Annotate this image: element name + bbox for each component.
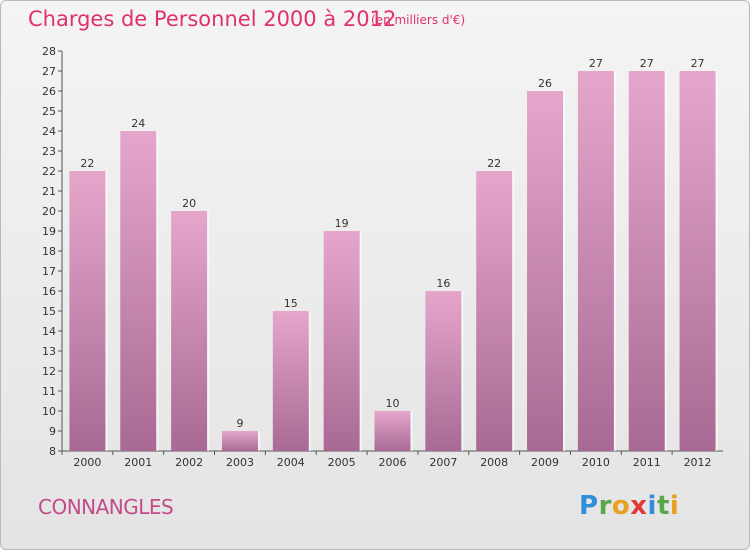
logo-letter: r — [598, 491, 612, 521]
logo-letter: o — [611, 491, 631, 521]
bar — [171, 211, 208, 451]
bar — [374, 411, 411, 451]
y-tick-label: 8 — [49, 445, 56, 458]
y-tick-label: 23 — [42, 145, 56, 158]
y-tick-label: 28 — [42, 45, 56, 58]
bar-value-label: 16 — [436, 277, 450, 290]
bar-value-label: 24 — [131, 117, 145, 130]
y-tick-label: 17 — [42, 265, 56, 278]
x-tick-label: 2006 — [379, 456, 407, 469]
y-tick-label: 13 — [42, 345, 56, 358]
bar — [69, 171, 106, 451]
y-tick-label: 20 — [42, 205, 56, 218]
y-tick-label: 14 — [42, 325, 56, 338]
y-tick-label: 15 — [42, 305, 56, 318]
bar-value-label: 20 — [182, 197, 196, 210]
x-tick-label: 2009 — [531, 456, 559, 469]
y-tick-label: 24 — [42, 125, 56, 138]
chart-subtitle: (en milliers d'€) — [371, 13, 466, 27]
y-tick-label: 21 — [42, 185, 56, 198]
bar-value-label: 19 — [335, 217, 349, 230]
bar — [527, 91, 564, 451]
bar — [120, 131, 157, 451]
bar-value-label: 22 — [487, 157, 501, 170]
bar — [679, 71, 716, 451]
y-tick-label: 12 — [42, 365, 56, 378]
proxiti-logo[interactable]: Proxiti — [579, 491, 679, 521]
bar-value-label: 22 — [80, 157, 94, 170]
bar-value-label: 27 — [640, 57, 654, 70]
y-tick-label: 9 — [49, 425, 56, 438]
bar-value-label: 27 — [589, 57, 603, 70]
y-tick-label: 22 — [42, 165, 56, 178]
y-tick-label: 19 — [42, 225, 56, 238]
x-tick-label: 2002 — [175, 456, 203, 469]
bar — [425, 291, 462, 451]
bar — [221, 431, 258, 451]
x-tick-label: 2003 — [226, 456, 254, 469]
commune-name: CONNANGLES — [38, 495, 174, 519]
logo-letter: i — [647, 491, 657, 521]
y-tick-label: 10 — [42, 405, 56, 418]
logo-letter: x — [630, 491, 648, 521]
bar-value-label: 10 — [386, 397, 400, 410]
bar — [577, 71, 614, 451]
bar-value-label: 26 — [538, 77, 552, 90]
bar-value-label: 9 — [236, 417, 243, 430]
x-tick-label: 2005 — [328, 456, 356, 469]
logo-letter: t — [656, 491, 670, 521]
x-tick-label: 2007 — [429, 456, 457, 469]
y-tick-label: 25 — [42, 105, 56, 118]
bar — [272, 311, 309, 451]
x-tick-label: 2010 — [582, 456, 610, 469]
y-tick-label: 16 — [42, 285, 56, 298]
y-tick-label: 11 — [42, 385, 56, 398]
x-tick-label: 2004 — [277, 456, 305, 469]
logo-letter: P — [579, 491, 599, 521]
y-tick-label: 18 — [42, 245, 56, 258]
bar — [476, 171, 513, 451]
x-tick-label: 2011 — [633, 456, 661, 469]
x-tick-label: 2000 — [73, 456, 101, 469]
logo-letter: i — [669, 491, 680, 521]
bar-value-label: 15 — [284, 297, 298, 310]
x-tick-label: 2001 — [124, 456, 152, 469]
x-tick-label: 2008 — [480, 456, 508, 469]
bar — [323, 231, 360, 451]
bar-value-label: 27 — [691, 57, 705, 70]
y-tick-label: 26 — [42, 85, 56, 98]
y-tick-label: 27 — [42, 65, 56, 78]
bar — [628, 71, 665, 451]
x-tick-label: 2012 — [684, 456, 712, 469]
chart-title: Charges de Personnel 2000 à 2012 — [28, 7, 397, 31]
